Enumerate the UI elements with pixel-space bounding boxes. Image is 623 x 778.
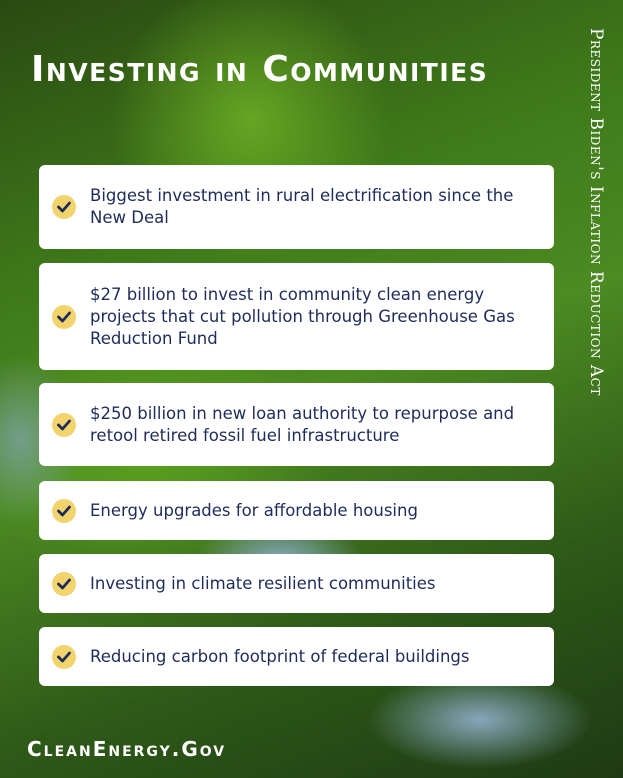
check-icon [52,412,76,437]
page-title: Investing in Communities [31,49,489,90]
list-item: Investing in climate resilient communiti… [39,554,554,613]
list-item: Reducing carbon footprint of federal bui… [39,627,554,686]
list-item: Energy upgrades for affordable housing [39,481,554,540]
item-text: $27 billion to invest in community clean… [90,284,515,348]
side-title: President Biden's Inflation Reduction Ac… [586,28,606,396]
item-text: Reducing carbon footprint of federal bui… [90,646,470,666]
item-text: Investing in climate resilient communiti… [90,573,436,593]
item-text: $250 billion in new loan authority to re… [90,403,515,445]
list-item: $27 billion to invest in community clean… [39,263,554,370]
list-item: $250 billion in new loan authority to re… [39,383,554,466]
footer-site: CleanEnergy.Gov [27,737,227,761]
check-icon [52,644,76,669]
check-icon [52,498,76,523]
item-text: Energy upgrades for affordable housing [90,500,418,520]
check-icon [52,195,76,219]
item-text: Biggest investment in rural electrificat… [90,186,514,227]
check-icon [52,304,76,329]
list-item: Biggest investment in rural electrificat… [39,165,554,249]
check-icon [52,571,76,596]
